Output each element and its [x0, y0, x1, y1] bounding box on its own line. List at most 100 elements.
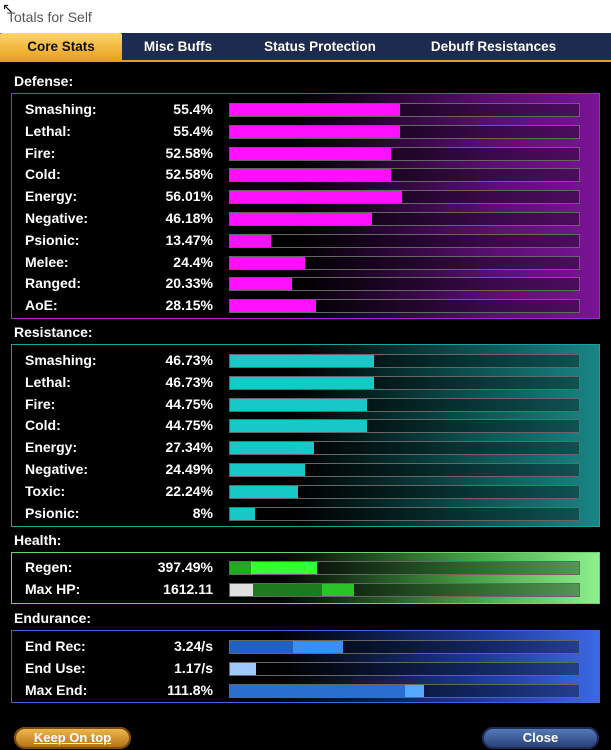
defense-bar-fill: [230, 147, 392, 160]
resistance-row-negative: Negative: 24.49%: [12, 458, 599, 480]
endurance-bar: [229, 662, 580, 676]
resistance-label: Lethal:: [25, 373, 71, 390]
defense-row-aoe: AoE: 28.15%: [12, 294, 599, 316]
health-bar-segment: [230, 584, 253, 596]
tab-bar: Core Stats Misc Buffs Status Protection …: [0, 33, 611, 62]
defense-label: Psionic:: [25, 231, 80, 248]
resistance-value: 44.75%: [165, 395, 213, 412]
endurance-value: 111.8%: [167, 682, 213, 698]
endurance-row-end-rec: End Rec: 3.24/s: [12, 635, 599, 657]
resistance-bar-fill: [230, 398, 368, 411]
resistance-row-fire: Fire: 44.75%: [12, 393, 599, 415]
defense-value: 55.4%: [173, 122, 213, 139]
resistance-label: Psionic:: [25, 504, 80, 521]
health-bar-segment: [322, 584, 354, 596]
resistance-bar: [229, 397, 580, 412]
resistance-value: 24.49%: [165, 461, 213, 477]
resistance-bar: [229, 484, 580, 499]
resistance-bar: [229, 506, 580, 521]
resistance-label: Smashing:: [25, 352, 97, 368]
defense-bar: [229, 255, 580, 270]
endurance-bar-segment: [292, 641, 344, 653]
defense-bar: [229, 124, 580, 139]
resistance-value: 8%: [192, 504, 213, 521]
defense-bar: [229, 168, 580, 183]
defense-bar: [229, 233, 580, 248]
defense-value: 46.18%: [165, 210, 213, 226]
defense-row-energy: Energy: 56.01%: [12, 185, 599, 207]
resistance-value: 44.75%: [165, 417, 213, 434]
endurance-bar-segment: [230, 685, 405, 697]
defense-bar-fill: [230, 125, 401, 138]
defense-bar: [229, 212, 580, 226]
health-bar-segment: [252, 584, 323, 596]
health-bar-segment: [230, 562, 251, 574]
endurance-bar-segment: [230, 641, 293, 653]
resistance-bar-fill: [230, 376, 374, 389]
endurance-label: End Use:: [25, 660, 86, 676]
defense-row-ranged: Ranged: 20.33%: [12, 272, 599, 294]
tab-misc-buffs[interactable]: Misc Buffs: [143, 39, 213, 54]
defense-label: Negative:: [25, 210, 89, 226]
defense-label: Energy:: [25, 188, 78, 205]
defense-label: Smashing:: [25, 101, 97, 117]
health-label: Max HP:: [25, 581, 81, 597]
defense-bar: [229, 146, 580, 161]
health-panel: Regen: 397.49% Max HP: 1612.11: [11, 552, 600, 604]
defense-bar-fill: [230, 213, 372, 225]
tab-core-stats[interactable]: Core Stats: [0, 33, 122, 60]
defense-label: AoE:: [25, 297, 58, 314]
defense-row-psionic: Psionic: 13.47%: [12, 229, 599, 251]
resistance-value: 46.73%: [165, 373, 213, 390]
resistance-bar-fill: [230, 420, 368, 433]
defense-bar: [229, 103, 580, 117]
defense-label: Melee:: [25, 253, 69, 270]
defense-label: Fire:: [25, 144, 56, 161]
resistance-bar: [229, 419, 580, 434]
defense-value: 56.01%: [165, 188, 213, 205]
resistance-bar: [229, 375, 580, 390]
defense-value: 20.33%: [165, 275, 213, 292]
resistance-bar-fill: [230, 442, 314, 455]
resistance-label: Fire:: [25, 395, 56, 412]
resistance-row-toxic: Toxic: 22.24%: [12, 480, 599, 502]
resistance-title: Resistance:: [14, 324, 93, 340]
endurance-bar: [229, 684, 580, 698]
endurance-label: End Rec:: [25, 638, 86, 654]
tab-status-protection[interactable]: Status Protection: [264, 39, 376, 54]
defense-bar-fill: [230, 256, 305, 269]
defense-bar: [229, 277, 580, 292]
health-bar: [229, 583, 580, 597]
close-button[interactable]: Close: [482, 727, 599, 749]
defense-bar-fill: [230, 104, 401, 116]
defense-bar-fill: [230, 278, 293, 291]
defense-row-melee: Melee: 24.4%: [12, 251, 599, 273]
defense-value: 13.47%: [165, 231, 213, 248]
defense-value: 52.58%: [165, 144, 213, 161]
keep-on-top-button[interactable]: Keep On top: [14, 727, 131, 749]
health-label: Regen:: [25, 559, 73, 575]
health-bar: [229, 561, 580, 575]
resistance-bar-fill: [230, 464, 306, 476]
mouse-cursor-icon: ↖: [2, 1, 14, 17]
defense-value: 55.4%: [173, 101, 213, 117]
endurance-label: Max End:: [25, 682, 88, 698]
resistance-bar: [229, 441, 580, 456]
resistance-row-energy: Energy: 27.34%: [12, 436, 599, 458]
resistance-label: Negative:: [25, 461, 89, 477]
endurance-row-end-use: End Use: 1.17/s: [12, 657, 599, 679]
defense-label: Cold:: [25, 166, 61, 183]
resistance-value: 46.73%: [165, 352, 213, 368]
endurance-bar: [229, 640, 580, 654]
resistance-bar-fill: [230, 355, 374, 367]
resistance-bar: [229, 463, 580, 477]
resistance-value: 22.24%: [165, 482, 213, 499]
defense-row-lethal: Lethal: 55.4%: [12, 120, 599, 142]
resistance-label: Energy:: [25, 439, 78, 456]
window-title: Totals for Self: [7, 9, 92, 25]
endurance-panel: End Rec: 3.24/s End Use: 1.17/s Max End: 111.…: [11, 630, 600, 703]
endurance-value: 1.17/s: [174, 660, 213, 676]
resistance-label: Toxic:: [25, 482, 66, 499]
health-row-regen: Regen: 397.49%: [12, 556, 599, 578]
tab-debuff-resistances[interactable]: Debuff Resistances: [430, 39, 557, 54]
